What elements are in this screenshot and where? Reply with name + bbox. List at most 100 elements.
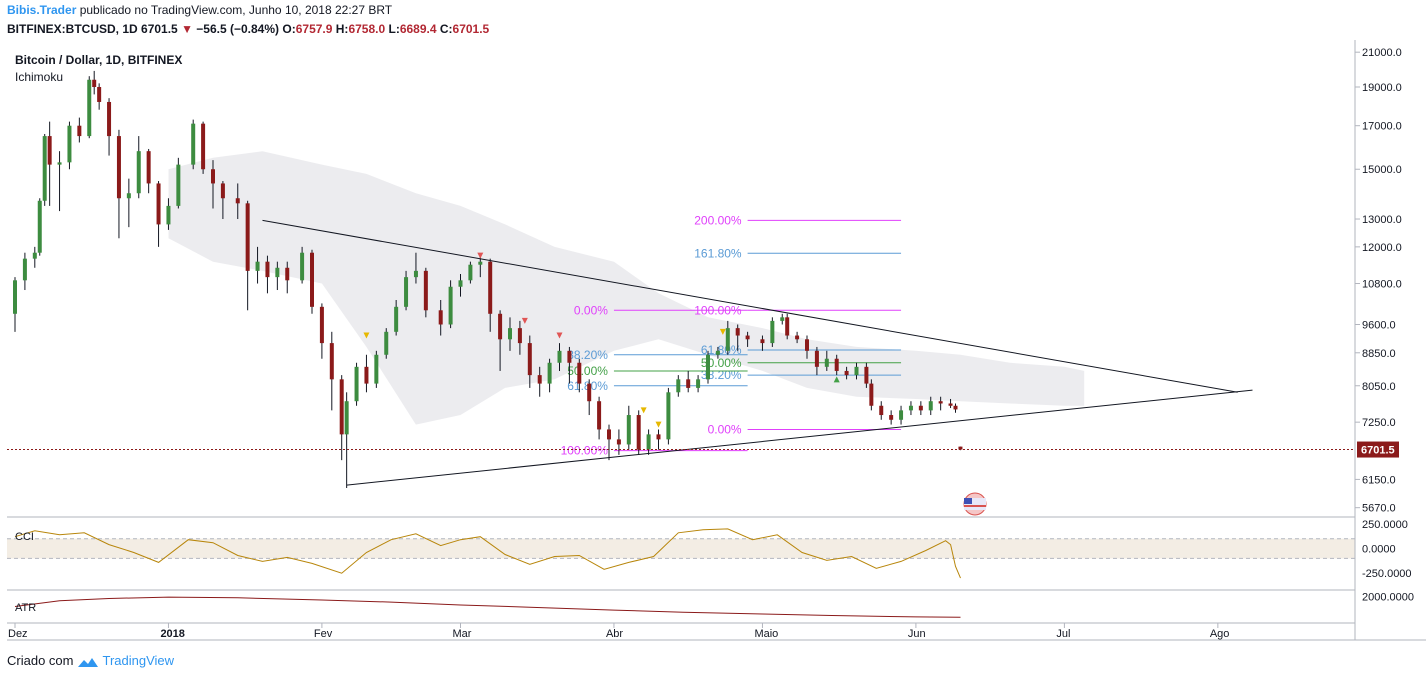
candle-body bbox=[616, 439, 621, 445]
triangle-trendlines[interactable] bbox=[262, 219, 1253, 486]
x-tick-label: Abr bbox=[606, 628, 623, 640]
candle-body bbox=[394, 306, 399, 332]
candle-body bbox=[265, 261, 270, 278]
y-tick-label: 10800.0 bbox=[1362, 279, 1402, 291]
signal-marker bbox=[655, 421, 662, 428]
y-tick-label: 8050.0 bbox=[1362, 381, 1396, 393]
cci-pane[interactable]: 250.0000 0.0000 -250.0000 bbox=[7, 519, 1412, 580]
down-arrow-icon: ▼ bbox=[181, 22, 193, 36]
candle-body bbox=[735, 328, 740, 336]
candle-body bbox=[844, 370, 849, 376]
cci-tick-label: -250.0000 bbox=[1362, 568, 1412, 580]
tradingview-link[interactable]: TradingView bbox=[102, 653, 175, 668]
candle-body bbox=[567, 350, 572, 363]
candle-body bbox=[364, 366, 369, 384]
candle-body bbox=[37, 200, 42, 253]
candle-body bbox=[423, 270, 428, 311]
candle-body bbox=[191, 123, 196, 165]
candle-body bbox=[508, 328, 512, 340]
y-tick-label: 15000.0 bbox=[1362, 164, 1402, 176]
candle-body bbox=[156, 183, 161, 225]
tradingview-logo-icon[interactable] bbox=[77, 656, 99, 668]
candle-body bbox=[201, 123, 206, 170]
candles bbox=[13, 70, 963, 488]
low-value: 6689.4 bbox=[399, 22, 437, 36]
trendline bbox=[262, 219, 1238, 393]
candle-body bbox=[211, 169, 215, 184]
candle-body bbox=[245, 203, 250, 271]
candle-body bbox=[448, 286, 453, 325]
fib-label: 0.00% bbox=[708, 422, 742, 436]
fib-label: 38.20% bbox=[701, 368, 742, 382]
candle-body bbox=[725, 328, 730, 351]
candle-body bbox=[300, 252, 305, 281]
chart-title: Bitcoin / Dollar, 1D, BITFINEX bbox=[15, 53, 182, 67]
atr-pane[interactable]: 2000.0000 bbox=[14, 591, 1414, 618]
candle-body bbox=[97, 87, 102, 102]
cci-tick-label: 250.0000 bbox=[1362, 519, 1408, 531]
candle-body bbox=[126, 193, 131, 199]
fib-label: 100.00% bbox=[561, 444, 609, 458]
candle-body bbox=[478, 261, 483, 265]
candle-body bbox=[908, 405, 913, 411]
candle-body bbox=[666, 392, 671, 440]
ohlc-legend: BITFINEX:BTCUSD, 1D 6701.5 ▼ −56.5 (−0.8… bbox=[7, 22, 489, 36]
candle-body bbox=[953, 405, 958, 410]
cci-label: CCI bbox=[15, 531, 34, 543]
candle-body bbox=[805, 339, 809, 351]
x-tick-label: 2018 bbox=[160, 628, 184, 640]
candle-body bbox=[235, 198, 240, 204]
candle-body bbox=[854, 366, 859, 376]
candle-body bbox=[275, 267, 280, 278]
candle-body bbox=[413, 270, 418, 278]
publish-text: publicado no TradingView.com, Junho 10, … bbox=[76, 3, 393, 17]
atr-line bbox=[14, 596, 961, 618]
main-pane[interactable] bbox=[7, 40, 1355, 517]
footer: Criado com TradingView bbox=[7, 653, 174, 668]
candle-body bbox=[458, 280, 463, 287]
x-tick-label: Fev bbox=[314, 628, 333, 640]
cci-line bbox=[14, 528, 961, 579]
candle-body bbox=[676, 379, 681, 393]
y-tick-label: 21000.0 bbox=[1362, 47, 1402, 59]
x-tick-label: Mar bbox=[453, 628, 472, 640]
fib-label: 38.20% bbox=[567, 348, 608, 362]
candle-body bbox=[785, 317, 790, 336]
candle-body bbox=[770, 320, 775, 344]
atr-tick-label: 2000.0000 bbox=[1362, 591, 1414, 603]
candle-body bbox=[354, 366, 359, 402]
y-tick-label: 13000.0 bbox=[1362, 214, 1402, 226]
candle-body bbox=[795, 335, 800, 340]
y-tick-label: 9600.0 bbox=[1362, 319, 1396, 331]
event-flag-icon[interactable] bbox=[963, 492, 987, 516]
open-label: O: bbox=[282, 22, 296, 36]
last-price: 6701.5 bbox=[141, 22, 178, 36]
candle-body bbox=[57, 162, 62, 165]
candle-body bbox=[869, 383, 874, 406]
candle-body bbox=[636, 415, 641, 450]
x-tick-label: Ago bbox=[1210, 628, 1230, 640]
ichimoku-cloud bbox=[168, 151, 1085, 425]
candle-body bbox=[329, 343, 334, 380]
candle-body bbox=[107, 101, 112, 137]
y-tick-label: 5670.0 bbox=[1362, 503, 1396, 515]
author-link[interactable]: Bibis.Trader bbox=[7, 3, 77, 17]
candle-body bbox=[13, 280, 17, 314]
candle-body bbox=[146, 151, 151, 184]
candle-body bbox=[626, 415, 631, 445]
fib-label: 161.80% bbox=[694, 246, 742, 260]
candle-body bbox=[22, 258, 27, 281]
y-tick-label: 12000.0 bbox=[1362, 242, 1402, 254]
x-tick-label: Maio bbox=[754, 628, 778, 640]
candle-body bbox=[136, 151, 141, 194]
candle-body bbox=[780, 317, 785, 321]
candle-body bbox=[404, 277, 409, 307]
y-tick-label: 17000.0 bbox=[1362, 121, 1402, 133]
price-axis[interactable]: 21000.0 19000.0 17000.0 15000.0 13000.0 12000… bbox=[1355, 47, 1402, 515]
time-axis[interactable]: Dez 2018 Fev Mar Abr Maio Jun Jul Ago bbox=[8, 623, 1229, 640]
fib-label: 50.00% bbox=[567, 364, 608, 378]
candle-body bbox=[285, 267, 290, 281]
signal-markers bbox=[363, 252, 840, 428]
candle-body bbox=[547, 362, 552, 384]
